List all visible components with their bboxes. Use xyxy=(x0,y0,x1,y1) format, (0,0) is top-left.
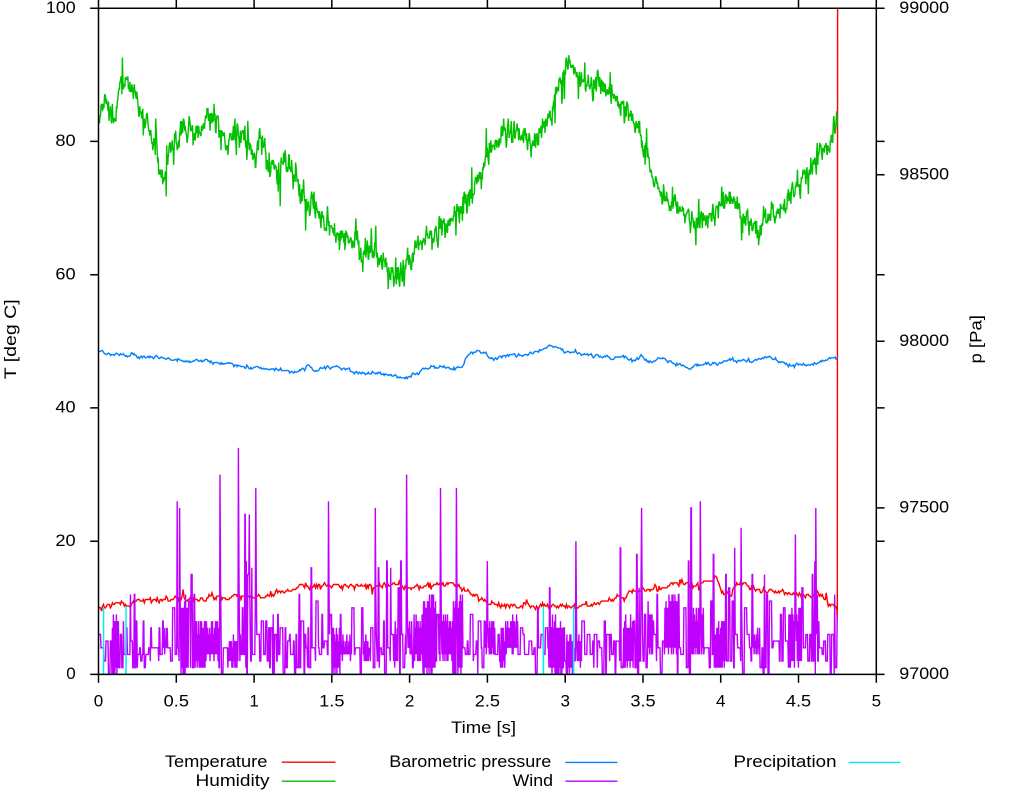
svg-text:Time [s]: Time [s] xyxy=(451,718,516,737)
svg-text:40: 40 xyxy=(55,398,75,417)
svg-text:T [deg C]: T [deg C] xyxy=(1,299,20,379)
svg-text:Temperature: Temperature xyxy=(165,752,268,771)
svg-text:98000: 98000 xyxy=(899,331,949,350)
svg-text:2: 2 xyxy=(405,692,414,711)
svg-text:2.5: 2.5 xyxy=(475,692,500,711)
svg-text:4: 4 xyxy=(716,692,725,711)
svg-text:p [Pa]: p [Pa] xyxy=(967,315,986,364)
svg-text:Barometric pressure: Barometric pressure xyxy=(389,752,551,771)
svg-text:0: 0 xyxy=(66,664,75,683)
svg-text:Humidity: Humidity xyxy=(196,771,271,790)
svg-text:60: 60 xyxy=(55,264,75,283)
svg-text:97500: 97500 xyxy=(899,498,949,517)
svg-text:80: 80 xyxy=(55,131,75,150)
svg-text:4.5: 4.5 xyxy=(786,692,811,711)
svg-text:5: 5 xyxy=(872,692,881,711)
svg-text:1.5: 1.5 xyxy=(319,692,344,711)
svg-text:20: 20 xyxy=(55,531,75,550)
svg-text:Precipitation: Precipitation xyxy=(734,752,837,771)
svg-text:3: 3 xyxy=(560,692,569,711)
svg-text:97000: 97000 xyxy=(899,664,949,683)
svg-text:0.5: 0.5 xyxy=(164,692,189,711)
svg-text:0: 0 xyxy=(94,692,103,711)
svg-text:Wind: Wind xyxy=(513,771,554,790)
svg-text:3.5: 3.5 xyxy=(630,692,655,711)
svg-text:1: 1 xyxy=(249,692,258,711)
svg-text:100: 100 xyxy=(46,0,76,17)
svg-text:99000: 99000 xyxy=(899,0,949,17)
svg-text:98500: 98500 xyxy=(899,164,949,183)
